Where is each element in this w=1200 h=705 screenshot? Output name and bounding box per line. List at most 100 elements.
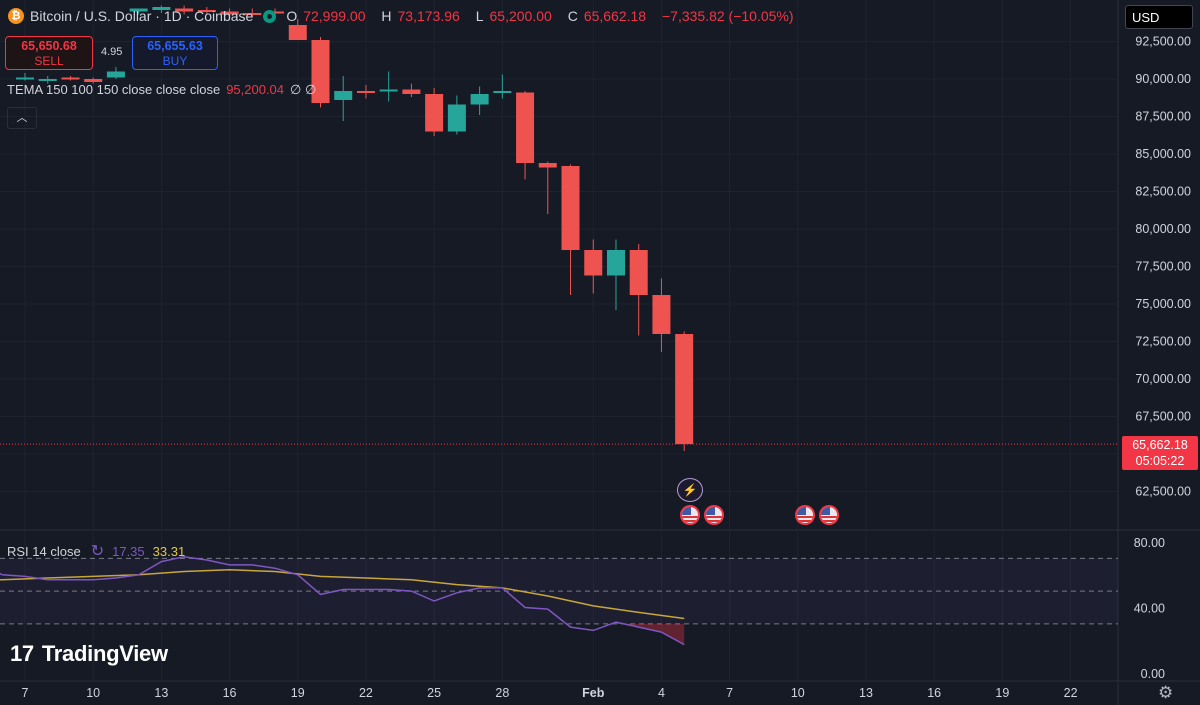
rsi-label: RSI 14 close <box>7 543 81 559</box>
sell-button[interactable]: 65,650.68 SELL <box>5 36 93 70</box>
tradingview-logo-text: TradingView <box>41 641 168 666</box>
rsi-ma-value: 33.31 <box>152 543 186 559</box>
time-tick-label: 10 <box>86 686 100 700</box>
rsi-tick-label: 40.00 <box>1134 602 1165 616</box>
buy-price: 65,655.63 <box>147 39 203 53</box>
close-label: C <box>567 8 578 24</box>
lightning-icon[interactable]: ⚡ <box>677 478 703 502</box>
us-flag-event-icon[interactable] <box>680 505 700 525</box>
price-tick-label: 70,000.00 <box>1135 372 1191 386</box>
buy-label: BUY <box>162 54 188 68</box>
candle-body <box>606 250 625 276</box>
candle-body <box>106 71 125 78</box>
time-tick-label: 28 <box>495 686 509 700</box>
time-tick-label: 10 <box>791 686 805 700</box>
candle-body <box>61 77 80 80</box>
time-tick-label: 16 <box>223 686 237 700</box>
candle-body <box>402 89 421 94</box>
candle-body <box>379 89 398 92</box>
high-value: 73,173.96 <box>397 8 460 24</box>
time-tick-label: 22 <box>359 686 373 700</box>
candle-body <box>561 166 580 250</box>
rsi-ma-line <box>0 569 685 620</box>
price-tick-label: 67,500.00 <box>1135 410 1191 424</box>
price-tick-label: 82,500.00 <box>1135 185 1191 199</box>
rsi-pane: 0.00 40.00 80.00 <box>0 536 1165 681</box>
candle-body <box>447 104 466 132</box>
refresh-icon: ↻ <box>90 543 105 560</box>
open-label: O <box>286 8 298 24</box>
price-tick-label: 85,000.00 <box>1135 147 1191 161</box>
us-flag-event-icon[interactable] <box>795 505 815 525</box>
low-label: L <box>475 8 484 24</box>
candle-body <box>584 250 603 276</box>
spread-value: 4.95 <box>101 46 123 58</box>
ohlc-values: O 72,999.00 H 73,173.96 L 65,200.00 C 65,662… <box>286 8 799 24</box>
sell-price: 65,650.68 <box>21 39 77 53</box>
rsi-legend[interactable]: RSI 14 close ↻ 17.35 33.31 <box>7 541 185 561</box>
candle-body <box>538 163 557 168</box>
candle-body <box>470 94 489 105</box>
tradingview-logo[interactable]: 17 TradingView <box>10 641 168 667</box>
us-flag-event-icon[interactable] <box>704 505 724 525</box>
price-tick-label: 80,000.00 <box>1135 222 1191 236</box>
time-tick-label: 7 <box>22 686 29 700</box>
time-tick-label: 19 <box>291 686 305 700</box>
rsi-tick-label: 0.00 <box>1141 667 1165 681</box>
market-open-icon <box>263 9 277 23</box>
tema-extra: ∅ ∅ <box>290 82 317 97</box>
candle-body <box>311 40 330 103</box>
time-tick-label: 7 <box>726 686 733 700</box>
time-tick-label: 13 <box>859 686 873 700</box>
time-tick-label: 25 <box>427 686 441 700</box>
rsi-oversold-fill <box>615 622 685 645</box>
sell-label: SELL <box>34 54 64 68</box>
last-price-value: 65,662.18 <box>1132 438 1188 452</box>
price-tick-label: 75,000.00 <box>1135 297 1191 311</box>
candle-body <box>38 79 57 81</box>
candle-body <box>84 79 103 82</box>
low-value: 65,200.00 <box>489 8 552 24</box>
candle-body <box>175 8 194 12</box>
price-tick-label: 92,500.00 <box>1135 35 1191 49</box>
tema-legend[interactable]: TEMA 150 100 150 close close close 95,200… <box>7 82 316 98</box>
candle-body <box>197 10 216 12</box>
candle-body <box>516 92 535 163</box>
bitcoin-icon: ₿ <box>8 8 24 24</box>
candle-body <box>288 25 307 40</box>
symbol-header: ₿ Bitcoin / U.S. Dollar · 1D · Coinbase … <box>8 8 800 24</box>
symbol-title[interactable]: Bitcoin / U.S. Dollar · 1D · Coinbase <box>30 8 254 24</box>
candle-body <box>152 7 171 10</box>
time-tick-label: 13 <box>154 686 168 700</box>
time-tick-label: 16 <box>927 686 941 700</box>
tema-label: TEMA 150 100 150 close close close <box>7 82 221 97</box>
gear-icon[interactable]: ⚙ <box>1158 683 1174 702</box>
candle-body <box>629 250 648 295</box>
time-tick-label: 4 <box>658 686 665 700</box>
price-axis: 62,500.0065,000.0067,500.0070,000.0072,5… <box>1135 35 1191 499</box>
tema-value: 95,200.04 <box>226 82 285 97</box>
price-tick-label: 77,500.00 <box>1135 260 1191 274</box>
candle-body <box>675 334 694 445</box>
time-tick-label: 19 <box>995 686 1009 700</box>
collapse-legend-button[interactable]: ︿ <box>7 107 37 129</box>
tradingview-logo-icon: 17 <box>10 641 34 666</box>
currency-selector[interactable]: USD <box>1125 5 1193 29</box>
candle-body <box>243 13 262 15</box>
price-tick-label: 90,000.00 <box>1135 72 1191 86</box>
rsi-line <box>0 555 685 646</box>
us-flag-event-icon[interactable] <box>819 505 839 525</box>
time-axis: 7 10 13 16 19 22 25 28 Feb 4 7 10 13 16 19 22 <box>22 686 1078 700</box>
buy-button[interactable]: 65,655.63 BUY <box>132 36 218 70</box>
open-value: 72,999.00 <box>303 8 366 24</box>
rsi-tick-label: 80.00 <box>1134 536 1165 550</box>
price-tick-label: 62,500.00 <box>1135 485 1191 499</box>
candle-body <box>334 91 353 100</box>
time-tick-label: 22 <box>1064 686 1078 700</box>
last-price-tag: 65,662.18 05:05:22 <box>1122 436 1198 470</box>
candle-body <box>356 91 375 93</box>
close-value: 65,662.18 <box>583 8 647 24</box>
bar-countdown: 05:05:22 <box>1135 454 1185 468</box>
